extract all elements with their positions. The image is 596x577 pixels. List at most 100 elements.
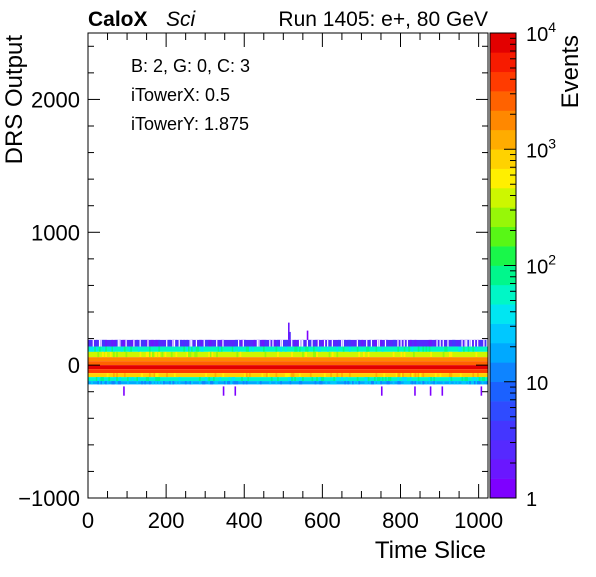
band-texture-bin bbox=[244, 373, 247, 378]
band-texture-bin bbox=[244, 339, 247, 347]
band-gap bbox=[173, 339, 176, 347]
band-texture-bin bbox=[170, 381, 173, 385]
band-texture-bin bbox=[203, 381, 206, 385]
band-texture-bin bbox=[450, 373, 453, 378]
band-texture-bin bbox=[113, 351, 115, 358]
band-texture-bin bbox=[313, 346, 315, 352]
info-line-1: B: 2, G: 0, C: 3 bbox=[131, 56, 250, 76]
band-texture-bin bbox=[395, 373, 398, 378]
band-texture-bin bbox=[408, 346, 411, 352]
band-texture-bin bbox=[208, 339, 211, 347]
band-gap bbox=[477, 339, 479, 347]
band-texture-bin bbox=[241, 339, 243, 347]
band-texture-bin bbox=[302, 351, 304, 358]
band-gap bbox=[370, 339, 373, 347]
band-texture-bin bbox=[388, 377, 390, 382]
band-texture-bin bbox=[380, 381, 382, 385]
band-texture-bin bbox=[263, 346, 265, 352]
band-texture-bin bbox=[155, 377, 157, 382]
band-texture-bin bbox=[320, 381, 323, 385]
y-tick-label: −1000 bbox=[18, 486, 80, 511]
band-texture-bin bbox=[288, 373, 290, 378]
band-texture-bin bbox=[298, 377, 301, 382]
band-texture-bin bbox=[195, 351, 198, 358]
band-texture-bin bbox=[467, 339, 470, 347]
band-gap bbox=[483, 339, 485, 347]
band-texture-bin bbox=[105, 381, 107, 385]
band-texture-bin bbox=[169, 381, 172, 385]
band-texture-bin bbox=[342, 346, 345, 352]
band-texture-bin bbox=[245, 346, 248, 352]
band-texture-bin bbox=[402, 377, 404, 382]
band-texture-bin bbox=[116, 339, 118, 347]
band-texture-bin bbox=[425, 381, 428, 385]
band-texture-bin bbox=[472, 346, 475, 352]
band-texture-bin bbox=[186, 351, 189, 358]
palette-swatch bbox=[490, 188, 516, 208]
band-texture-bin bbox=[231, 377, 234, 382]
band-texture-bin bbox=[127, 381, 129, 385]
band-texture-bin bbox=[456, 381, 459, 385]
band-gap bbox=[178, 339, 180, 347]
band-texture-bin bbox=[94, 346, 97, 352]
band-gap bbox=[300, 339, 302, 347]
band-texture-bin bbox=[384, 377, 387, 382]
band-texture-bin bbox=[117, 381, 120, 385]
band-texture-bin bbox=[338, 377, 340, 382]
band-texture bbox=[97, 351, 478, 358]
band-texture-bin bbox=[459, 346, 462, 352]
band-texture-bin bbox=[263, 339, 265, 347]
band-texture-bin bbox=[323, 373, 326, 378]
band-texture-bin bbox=[463, 381, 465, 385]
band-texture-bin bbox=[370, 381, 373, 385]
band-texture-bin bbox=[480, 339, 482, 347]
band-texture bbox=[89, 346, 478, 352]
band-texture-bin bbox=[422, 373, 425, 378]
band-texture-bin bbox=[245, 381, 248, 385]
band-texture-bin bbox=[208, 381, 211, 385]
band-texture-bin bbox=[292, 373, 295, 378]
band-texture-bin bbox=[330, 373, 332, 378]
band-texture-bin bbox=[209, 381, 212, 385]
band-texture-bin bbox=[253, 339, 256, 347]
band-gap bbox=[342, 339, 344, 347]
band-texture-bin bbox=[200, 346, 203, 352]
band-texture-bin bbox=[289, 381, 292, 385]
band-texture-bin bbox=[470, 381, 473, 385]
band-gap bbox=[272, 339, 274, 347]
band-texture-bin bbox=[183, 339, 186, 347]
band-texture-bin bbox=[116, 377, 118, 382]
palette-swatch bbox=[490, 33, 516, 53]
band-texture-bin bbox=[367, 377, 370, 382]
band-texture-bin bbox=[314, 381, 317, 385]
heatmap-band bbox=[88, 381, 488, 385]
band-texture-bin bbox=[111, 339, 114, 347]
band-texture-bin bbox=[95, 377, 98, 382]
band-texture-bin bbox=[448, 381, 451, 385]
band-texture-bin bbox=[322, 377, 325, 382]
band-texture-bin bbox=[417, 373, 420, 378]
band-texture-bin bbox=[119, 381, 122, 385]
band-texture-bin bbox=[414, 339, 417, 347]
band-texture-bin bbox=[309, 339, 312, 347]
band-texture-bin bbox=[141, 373, 143, 378]
band-texture-bin bbox=[91, 346, 93, 352]
band-texture-bin bbox=[352, 381, 354, 385]
band-texture-bin bbox=[294, 346, 297, 352]
band-texture-bin bbox=[483, 377, 486, 382]
band-texture-bin bbox=[89, 339, 92, 347]
band-texture-bin bbox=[256, 381, 259, 385]
band-gap bbox=[384, 339, 387, 347]
band-texture-bin bbox=[188, 351, 190, 358]
band-gap bbox=[216, 339, 218, 347]
band-texture-bin bbox=[198, 339, 201, 347]
palette-swatch bbox=[490, 459, 516, 479]
band-texture-bin bbox=[398, 373, 401, 378]
band-texture-bin bbox=[364, 381, 367, 385]
band-texture-bin bbox=[473, 381, 476, 385]
band-texture-bin bbox=[463, 346, 465, 352]
band-texture-bin bbox=[461, 381, 464, 385]
palette-swatch bbox=[490, 323, 516, 344]
